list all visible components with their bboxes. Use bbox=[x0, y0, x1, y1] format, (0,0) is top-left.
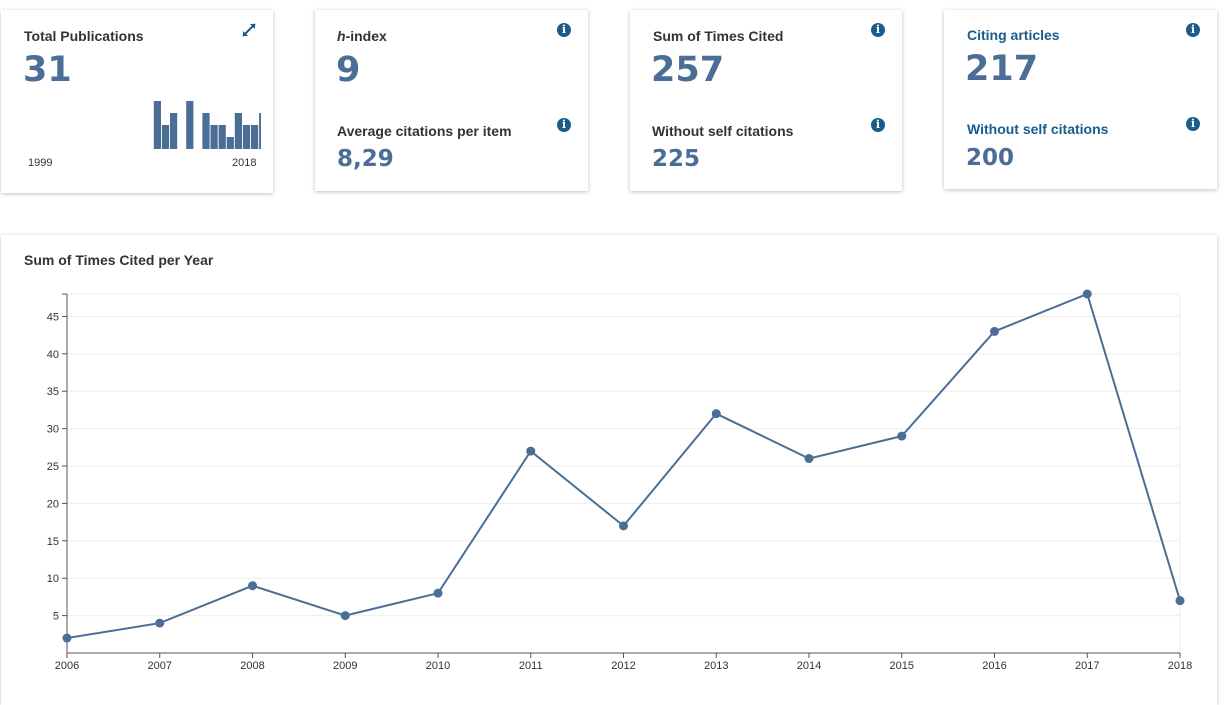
info-icon[interactable]: i bbox=[557, 23, 571, 37]
total-publications-card: Total Publications 31 1999 2018 bbox=[1, 10, 273, 193]
h-index-label: h-index bbox=[337, 28, 387, 44]
citing-articles-card: Citing articles i 217 Without self citat… bbox=[944, 10, 1217, 189]
info-icon[interactable]: i bbox=[871, 23, 885, 37]
h-index-value: 9 bbox=[336, 50, 361, 90]
sparkline-bar bbox=[226, 137, 234, 149]
sparkline-bar bbox=[170, 113, 178, 149]
sparkline-bar bbox=[186, 101, 194, 149]
info-icon[interactable]: i bbox=[1186, 23, 1200, 37]
times-cited-without-self-value: 225 bbox=[652, 146, 701, 172]
sparkline-bar bbox=[161, 125, 170, 149]
chart-title: Sum of Times Cited per Year bbox=[24, 252, 214, 268]
h-index-card: h-index i 9 Average citations per item i… bbox=[315, 10, 588, 191]
sparkline-bar bbox=[234, 113, 242, 149]
sparkline-bar bbox=[251, 125, 259, 149]
citations-chart-card: Sum of Times Cited per Year bbox=[1, 235, 1217, 705]
average-citations-value: 8,29 bbox=[337, 146, 394, 172]
citing-articles-without-self-link[interactable]: Without self citations bbox=[967, 121, 1109, 137]
h-index-label-rest: -index bbox=[345, 28, 387, 44]
expand-icon[interactable] bbox=[241, 22, 257, 38]
times-cited-card: Sum of Times Cited i 257 Without self ci… bbox=[630, 10, 902, 191]
publications-sparkline bbox=[153, 101, 261, 149]
citing-articles-without-self-value: 200 bbox=[966, 145, 1015, 171]
citing-articles-value: 217 bbox=[965, 49, 1039, 89]
h-index-label-italic: h bbox=[337, 28, 346, 44]
info-icon[interactable]: i bbox=[871, 118, 885, 132]
times-cited-label: Sum of Times Cited bbox=[653, 28, 784, 44]
average-citations-label: Average citations per item bbox=[337, 123, 512, 139]
info-icon[interactable]: i bbox=[557, 118, 571, 132]
sparkline-start-year: 1999 bbox=[28, 157, 53, 169]
sparkline-bar bbox=[242, 125, 251, 149]
info-icon[interactable]: i bbox=[1186, 117, 1200, 131]
sparkline-bar bbox=[153, 101, 161, 149]
sparkline-bar bbox=[218, 125, 226, 149]
times-cited-value: 257 bbox=[651, 50, 725, 90]
sparkline-bar bbox=[259, 113, 261, 149]
sparkline-bar bbox=[202, 113, 210, 149]
sparkline-bar bbox=[210, 125, 218, 149]
citing-articles-link[interactable]: Citing articles bbox=[967, 27, 1060, 43]
sparkline-end-year: 2018 bbox=[232, 157, 257, 169]
total-publications-value: 31 bbox=[23, 50, 72, 90]
total-publications-label: Total Publications bbox=[24, 28, 144, 44]
times-cited-without-self-label: Without self citations bbox=[652, 123, 794, 139]
